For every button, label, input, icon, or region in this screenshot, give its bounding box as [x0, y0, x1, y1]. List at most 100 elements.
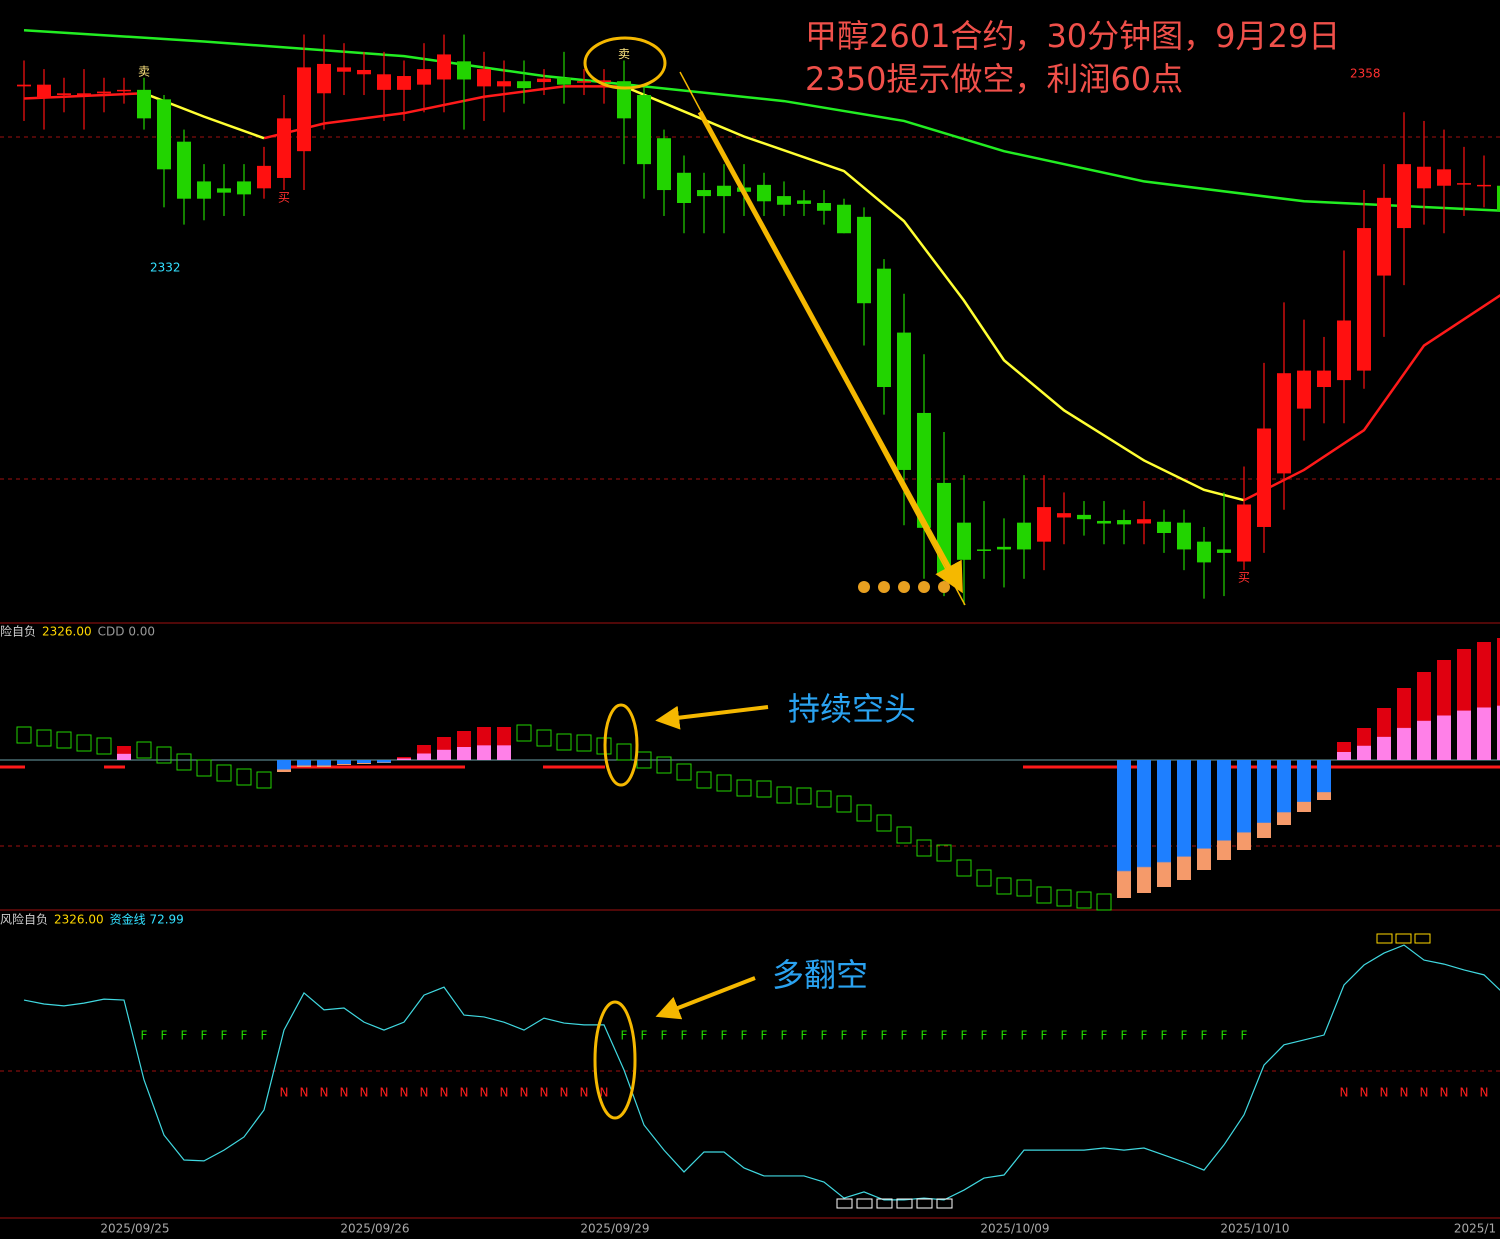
candle-body — [1417, 166, 1431, 189]
indicator-box — [836, 795, 852, 813]
candle-body — [1017, 522, 1031, 550]
candle-body — [217, 188, 231, 193]
signal-label: F — [201, 1029, 208, 1043]
coin-icon — [898, 581, 910, 593]
indicator-box — [776, 786, 792, 804]
data-layer: 2025/09/25 2025/09/26 2025/09/29 2025/10/09… — [0, 28, 1500, 1236]
signal-label: N — [540, 1086, 549, 1100]
moving-average-line — [23, 28, 1500, 212]
indicator-bar — [1317, 760, 1331, 800]
signal-label: F — [701, 1029, 708, 1043]
indicator-box — [796, 787, 812, 805]
signal-label: F — [941, 1029, 948, 1043]
candle-body — [1077, 514, 1091, 520]
indicator-bar — [397, 757, 411, 760]
candle-body — [17, 84, 31, 87]
panel-header: 资金线 72.99 — [110, 912, 184, 927]
candle-body — [1257, 428, 1271, 527]
candle-body — [197, 181, 211, 199]
panel-header: CDD 0.00 — [98, 625, 155, 639]
candle-body — [857, 216, 871, 304]
indicator-bar — [377, 760, 391, 763]
x-tick-label: 2025/10/09 — [980, 1222, 1049, 1236]
candle-body — [157, 99, 171, 170]
candle-body — [297, 67, 311, 152]
candle-body — [317, 63, 331, 94]
highlight-ellipse — [593, 1000, 637, 1120]
candle-body — [1477, 184, 1491, 187]
indicator-bar — [337, 760, 351, 765]
signal-label: N — [300, 1086, 309, 1100]
signal-label: F — [1041, 1029, 1048, 1043]
indicator-bar — [117, 746, 131, 760]
indicator-bar — [457, 731, 471, 760]
candle-body — [477, 69, 491, 87]
indicator-bar — [1117, 760, 1131, 898]
indicator-box — [56, 731, 72, 749]
signal-label: F — [1141, 1029, 1148, 1043]
indicator-box — [576, 734, 592, 752]
indicator-bar — [1177, 760, 1191, 880]
candle-body — [1157, 521, 1171, 534]
indicator-bar — [1477, 642, 1491, 760]
indicator-box — [956, 859, 972, 877]
coin-icons — [858, 581, 950, 593]
candle-body — [1337, 320, 1351, 381]
signal-label: F — [681, 1029, 688, 1043]
x-tick-label: 2025/1 — [1454, 1222, 1496, 1236]
candle-body — [417, 69, 431, 85]
signal-label: F — [1241, 1029, 1248, 1043]
chart-subtitle: 2350提示做空，利润60点 — [805, 60, 1183, 98]
signal-label: N — [460, 1086, 469, 1100]
indicator-box — [936, 844, 952, 862]
signal-label: F — [181, 1029, 188, 1043]
signal-label: N — [320, 1086, 329, 1100]
candle-body — [997, 546, 1011, 550]
candle-body — [1357, 228, 1371, 371]
signal-label: N — [420, 1086, 429, 1100]
indicator-box — [536, 729, 552, 747]
candle-body — [1177, 522, 1191, 550]
indicator-box — [696, 771, 712, 789]
candle-body — [817, 203, 831, 211]
candle-body — [1117, 520, 1131, 525]
indicator-box — [1076, 891, 1092, 909]
signal-label: F — [821, 1029, 828, 1043]
candle-body — [1217, 549, 1231, 553]
signal-label: F — [261, 1029, 268, 1043]
indicator-bar — [1137, 760, 1151, 893]
signal-label: N — [1420, 1086, 1429, 1100]
signal-label: N — [380, 1086, 389, 1100]
sell-signal: 卖 — [138, 64, 150, 78]
annotation: 多翻空 — [772, 956, 868, 994]
signal-label: F — [1021, 1029, 1028, 1043]
signal-label: F — [621, 1029, 628, 1043]
candle-body — [557, 77, 571, 85]
candle-body — [1197, 541, 1211, 563]
indicator-box — [256, 771, 272, 789]
candle-body — [897, 332, 911, 470]
indicator-bar — [497, 727, 511, 760]
indicator-box — [516, 724, 532, 742]
indicator-bar — [317, 760, 331, 767]
candle-body — [577, 81, 591, 83]
signal-label: F — [1161, 1029, 1168, 1043]
signal-label: F — [641, 1029, 648, 1043]
signal-label: F — [1061, 1029, 1068, 1043]
candle-body — [1237, 504, 1251, 562]
chart-title: 甲醇2601合约，30分钟图，9月29日 — [805, 17, 1340, 55]
annotation: 持续空头 — [788, 690, 916, 728]
candle-body — [1497, 185, 1500, 211]
indicator-bar — [1237, 760, 1251, 850]
signal-label: N — [560, 1086, 569, 1100]
indicator-bar — [477, 727, 491, 760]
candle-body — [597, 80, 611, 83]
candle-body — [1297, 370, 1311, 409]
fund-line — [23, 944, 1500, 1201]
low-label: 2332 — [150, 261, 181, 275]
indicator-box — [756, 780, 772, 798]
candle-body — [397, 76, 411, 90]
indicator-box — [656, 756, 672, 774]
candle-body — [1457, 183, 1471, 185]
panel-header: 险自负 — [0, 624, 36, 639]
